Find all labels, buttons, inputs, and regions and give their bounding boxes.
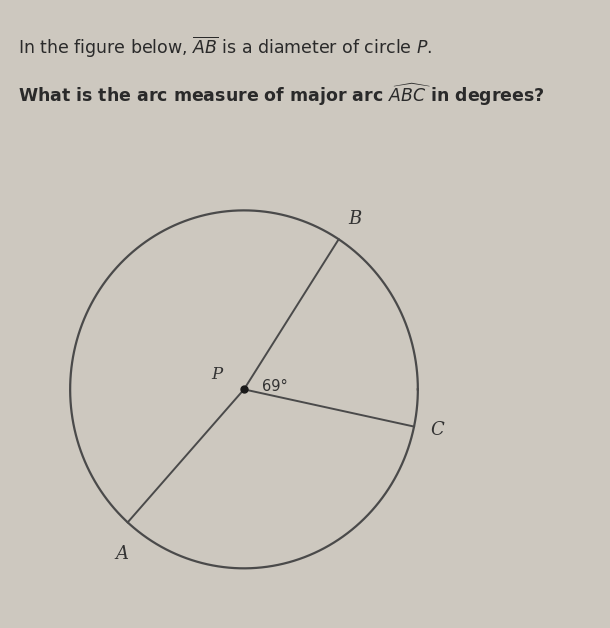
- Text: P: P: [211, 365, 222, 383]
- Text: 69°: 69°: [262, 379, 288, 394]
- Text: What is the arc measure of major arc $\widehat{\mathit{ABC}}$ in degrees?: What is the arc measure of major arc $\w…: [18, 81, 545, 107]
- Text: In the figure below, $\overline{\mathit{AB}}$ is a diameter of circle $\mathit{P: In the figure below, $\overline{\mathit{…: [18, 35, 432, 60]
- Text: A: A: [115, 545, 128, 563]
- Text: B: B: [348, 210, 361, 228]
- Text: C: C: [431, 421, 444, 440]
